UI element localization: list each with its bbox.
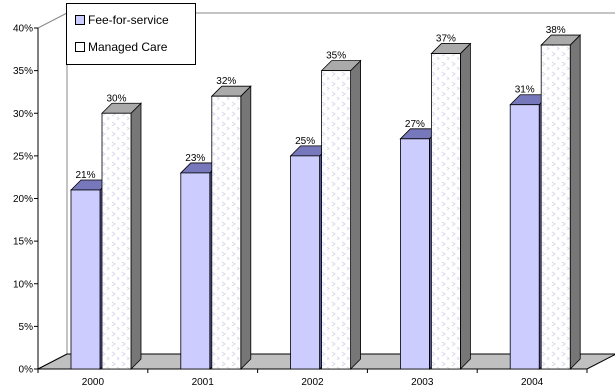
bar-managed-care [210,85,252,370]
legend-item-managed-care: Managed Care [75,40,167,54]
bar-fee-for-service-front [290,155,321,370]
data-label-managed-care: 37% [436,34,456,45]
bar-fee-for-service-front [180,172,211,370]
bar-managed-care [540,34,582,370]
legend: Fee-for-service Managed Care [66,3,196,65]
data-label-fee-for-service: 21% [75,170,95,181]
bar-managed-care-front [430,53,461,370]
data-label-fee-for-service: 25% [295,136,315,147]
bar-managed-care-side [569,34,581,370]
bar-managed-care-side [240,85,252,370]
data-label-fee-for-service: 23% [185,153,205,164]
data-label-managed-care: 32% [216,76,236,87]
bar-managed-care-front [321,70,352,370]
data-label-managed-care: 38% [546,25,566,36]
y-tick-label: 0% [19,365,34,376]
data-label-managed-care: 30% [106,93,126,104]
x-tick-label: 2001 [192,377,215,388]
x-tick-label: 2000 [82,377,105,388]
bar-managed-care [101,102,142,370]
bar-managed-care-front [211,95,242,370]
legend-swatch-fee-for-service [75,15,85,25]
bar-fee-for-service-front [70,189,101,370]
y-tick-label: 40% [13,24,33,35]
bar-managed-care-side [130,102,142,370]
data-label-fee-for-service: 27% [405,119,425,130]
bar-fee-for-service-front [509,104,540,370]
data-label-fee-for-service: 31% [515,85,535,96]
bar-managed-care [320,59,362,370]
bar-managed-care [430,42,472,370]
bar-managed-care-side [350,59,362,370]
legend-item-fee-for-service: Fee-for-service [75,13,169,27]
legend-label-fee-for-service: Fee-for-service [88,13,169,27]
y-tick-label: 5% [19,322,34,333]
bar-managed-care-side [459,42,471,370]
bars [70,34,582,370]
y-tick-label: 25% [13,151,33,162]
x-tick-label: 2003 [411,377,434,388]
legend-swatch-managed-care [75,42,85,52]
x-tick-label: 2004 [521,377,544,388]
data-label-managed-care: 35% [326,51,346,62]
y-tick-label: 10% [13,279,33,290]
legend-label-managed-care: Managed Care [88,40,168,54]
y-tick-label: 30% [13,109,33,120]
side-wall [37,12,68,370]
data-labels: 21% 30% 23% 32% 25% 35% 27% 37% 31% 38% [75,25,565,181]
y-tick-label: 35% [13,66,33,77]
bar-managed-care-front [101,112,132,370]
bar-managed-care-front [540,44,571,370]
y-tick-label: 15% [13,237,33,248]
y-tick-label: 20% [13,194,33,205]
bar-fee-for-service-front [399,138,430,370]
x-tick-label: 2002 [301,377,324,388]
